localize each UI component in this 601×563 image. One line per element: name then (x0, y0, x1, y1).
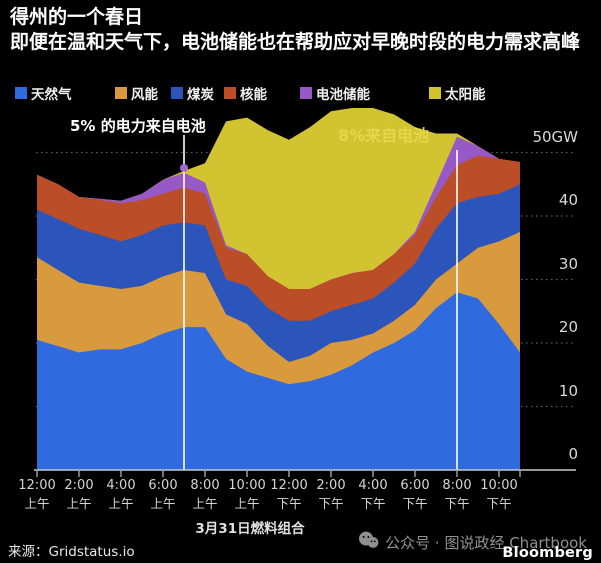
y-axis-label-30: 30 (558, 254, 578, 273)
x-axis-label-8: 4:00 下午 (341, 477, 405, 513)
x-label-time: 6:00 (148, 478, 178, 493)
x-label-period: 上午 (24, 496, 50, 511)
x-axis-label-10: 8:00 下午 (425, 477, 489, 513)
y-axis-label-20: 20 (558, 318, 578, 336)
x-axis-label-2: 4:00 上午 (89, 477, 153, 513)
x-axis-label-6: 12:00 下午 (257, 477, 321, 513)
x-axis-label-11: 10:00 下午 (467, 477, 531, 513)
x-label-period: 上午 (108, 496, 134, 511)
legend-item-天然气: 天然气 (15, 85, 72, 103)
area-天然气 (37, 292, 520, 470)
battery-peak-dot (180, 164, 188, 172)
x-label-time: 2:00 (316, 478, 346, 493)
legend-label: 电池储能 (316, 87, 370, 103)
legend-item-太阳能: 太阳能 (429, 85, 486, 103)
chartbook-label: 公众号 · 图说政经 Chartbook (385, 533, 587, 552)
x-label-period: 上午 (192, 496, 218, 511)
x-label-time: 10:00 (480, 478, 518, 493)
legend-label: 核能 (240, 87, 267, 103)
legend: 天然气 风能 煤炭 核能 电池储能 太阳能 (0, 85, 601, 103)
x-label-time: 4:00 (106, 478, 136, 493)
y-axis-label-10: 10 (558, 381, 578, 400)
legend-item-核能: 核能 (224, 85, 267, 103)
legend-item-电池储能: 电池储能 (300, 85, 370, 103)
x-label-period: 下午 (486, 496, 512, 511)
chart-title: 得州的一个春日 (10, 6, 144, 28)
legend-label: 风能 (131, 87, 158, 103)
x-axis-label-4: 8:00 上午 (173, 477, 237, 513)
x-label-time: 8:00 (190, 478, 220, 493)
x-axis-label-5: 10:00 上午 (215, 477, 279, 513)
x-label-period: 下午 (402, 496, 428, 511)
legend-swatch (300, 87, 312, 99)
x-label-time: 2:00 (64, 478, 94, 493)
annotation-evening-battery: 8%来自电池 (338, 126, 430, 145)
legend-label: 煤炭 (187, 87, 214, 103)
x-label-period: 下午 (318, 496, 344, 511)
legend-swatch (224, 87, 236, 99)
x-axis-title: 3月31日燃料组合 (195, 521, 305, 537)
x-axis-label-9: 6:00 下午 (383, 477, 447, 513)
x-axis-label-3: 6:00 上午 (131, 477, 195, 513)
x-label-period: 上午 (66, 496, 92, 511)
legend-swatch (115, 87, 127, 99)
chart-subtitle: 即便在温和天气下，电池储能也在帮助应对早晚时段的电力需求高峰 (10, 31, 581, 53)
x-label-time: 8:00 (442, 478, 472, 493)
legend-label: 天然气 (31, 87, 72, 103)
x-axis-label-1: 2:00 上午 (47, 477, 111, 513)
x-label-time: 10:00 (228, 478, 266, 493)
source-credit: 来源：Gridstatus.io (8, 544, 135, 560)
legend-swatch (15, 87, 27, 99)
title-block: 得州的一个春日 即便在温和天气下，电池储能也在帮助应对早晚时段的电力需求高峰 (10, 5, 580, 55)
y-axis-label-50: 50GW (532, 127, 578, 146)
chartbook-credit: 公众号 · 图说政经 Chartbook (358, 531, 587, 553)
x-label-period: 下午 (360, 496, 386, 511)
bloomberg-logo: Bloomberg (502, 545, 593, 561)
x-label-time: 6:00 (400, 478, 430, 493)
x-label-period: 下午 (276, 496, 302, 511)
y-axis-label-40: 40 (558, 191, 578, 209)
y-axis-label-0: 0 (568, 445, 578, 463)
legend-swatch (429, 87, 441, 99)
x-axis-label-7: 2:00 下午 (299, 477, 363, 513)
legend-swatch (171, 87, 183, 99)
legend-item-煤炭: 煤炭 (171, 85, 214, 103)
x-label-period: 下午 (444, 496, 470, 511)
x-label-time: 12:00 (270, 478, 308, 493)
wechat-icon (358, 531, 379, 553)
legend-item-风能: 风能 (115, 85, 158, 103)
x-label-time: 4:00 (358, 478, 388, 493)
annotation-morning-battery: 5% 的电力来自电池 (70, 117, 206, 135)
x-label-time: 12:00 (18, 478, 56, 493)
legend-label: 太阳能 (445, 87, 486, 103)
x-axis-label-0: 12:00 上午 (5, 477, 69, 513)
x-label-period: 上午 (234, 496, 260, 511)
x-label-period: 上午 (150, 496, 176, 511)
